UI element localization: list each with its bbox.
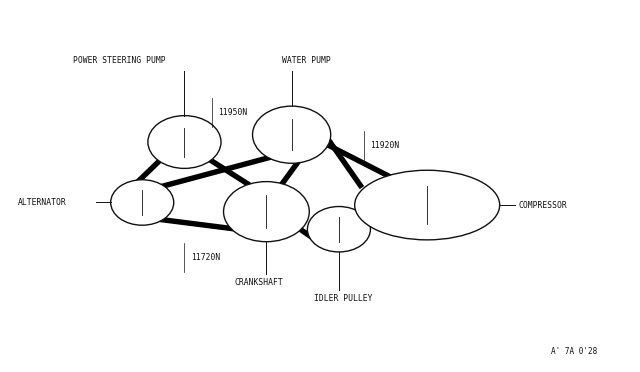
Ellipse shape <box>355 170 500 240</box>
Text: 11950N: 11950N <box>218 108 247 117</box>
Ellipse shape <box>148 116 221 169</box>
Ellipse shape <box>223 182 309 242</box>
Text: POWER STEERING PUMP: POWER STEERING PUMP <box>73 56 166 65</box>
Polygon shape <box>131 156 164 189</box>
Polygon shape <box>317 138 392 180</box>
Text: A' 7A 0'28: A' 7A 0'28 <box>551 347 597 356</box>
Text: 11920N: 11920N <box>371 141 400 150</box>
Polygon shape <box>295 224 324 247</box>
Text: CRANKSHAFT: CRANKSHAFT <box>235 278 284 286</box>
Text: 11720N: 11720N <box>191 253 220 262</box>
Text: ALTERNATOR: ALTERNATOR <box>17 198 66 207</box>
Polygon shape <box>161 152 280 189</box>
Ellipse shape <box>253 106 331 163</box>
Ellipse shape <box>111 180 173 225</box>
Polygon shape <box>277 153 305 189</box>
Text: COMPRESSOR: COMPRESSOR <box>518 201 567 209</box>
Polygon shape <box>360 230 370 238</box>
Polygon shape <box>202 153 255 190</box>
Polygon shape <box>151 216 241 232</box>
Polygon shape <box>321 130 364 189</box>
Ellipse shape <box>307 206 371 252</box>
Text: WATER PUMP: WATER PUMP <box>282 56 331 65</box>
Text: IDLER PULLEY: IDLER PULLEY <box>314 294 372 303</box>
